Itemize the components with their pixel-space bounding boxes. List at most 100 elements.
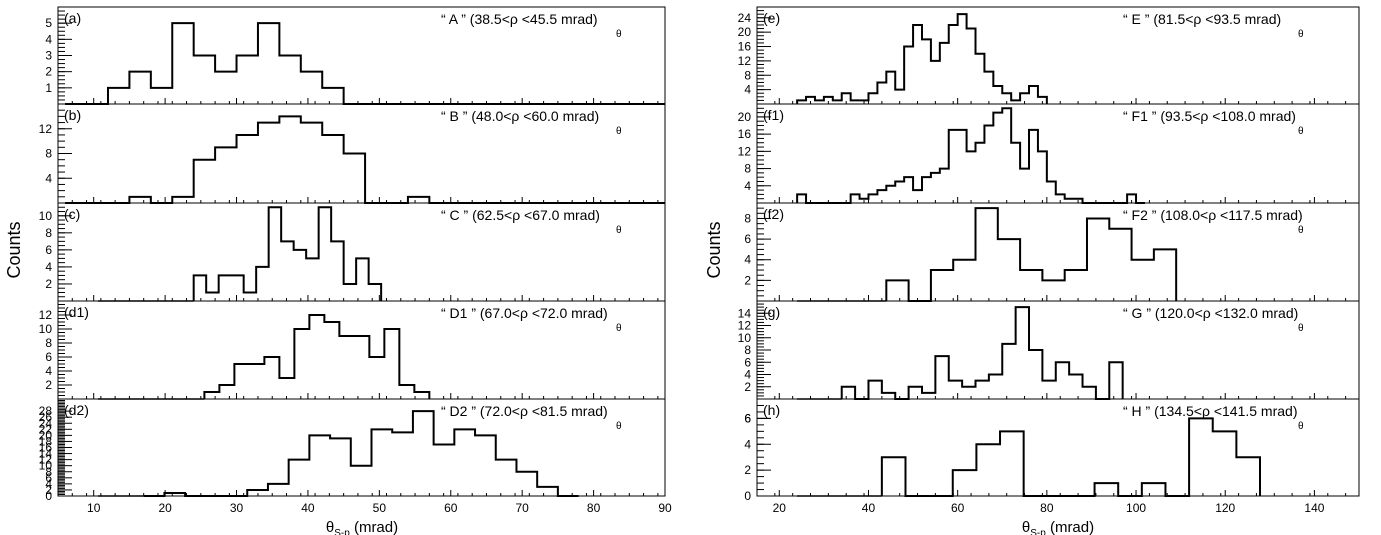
y-tick-label: 6 (45, 350, 52, 364)
y-axis: 4 8 12 16 20 (738, 103, 771, 204)
y-tick-label: 8 (45, 465, 52, 479)
x-tick-label: 20 (773, 501, 787, 515)
y-tick-label: 8 (744, 343, 751, 357)
panel-label-subscript: θ (616, 323, 622, 334)
y-tick-label: 2 (744, 273, 751, 287)
y-tick-label: 16 (738, 40, 752, 54)
panel-label-subscript: θ (1298, 29, 1304, 40)
x-tick-label: 90 (658, 501, 672, 515)
x-axis (756, 490, 1347, 496)
y-tick-label: 12 (39, 122, 53, 136)
panel-label: “ C ” (62.5<ρ <67.0 mrad) (441, 207, 600, 223)
y-tick-label: 8 (45, 147, 52, 161)
y-tick-label: 24 (738, 11, 752, 25)
histogram-series (143, 410, 579, 497)
y-tick-label: 16 (39, 441, 53, 455)
panel-f1: 4 8 12 16 20 (f1) “ F1 ” (93.5<ρ <108.0 mrad)θ (738, 103, 1360, 204)
panel-b: 4 8 12 (b) “ B ” (48.0<ρ <60.0 mrad) θ (39, 103, 666, 204)
x-axis (756, 98, 1347, 104)
histogram-series (796, 107, 1145, 204)
y-tick-label: 6 (744, 232, 751, 246)
panel-label: “ D2 ” (72.0<ρ <81.5 mrad) (441, 403, 608, 419)
panel-tag: (b) (64, 107, 81, 123)
panel-tag: (a) (64, 10, 81, 26)
panel-tag: (e) (763, 10, 780, 26)
y-axis-title: Counts (4, 221, 24, 278)
x-tick-label: 120 (1215, 501, 1235, 515)
panel-label-subscript: θ (1298, 126, 1304, 137)
x-tick-label: 100 (1126, 501, 1146, 515)
x-tick-label: 30 (230, 501, 244, 515)
y-tick-label: 22 (39, 422, 53, 436)
y-tick-label: 16 (738, 127, 752, 141)
x-tick-labels: 10 20 30 40 50 60 70 80 90 (87, 501, 672, 515)
x-tick-label: 70 (515, 501, 529, 515)
panel-a: 1 2 3 4 5 (a) “ A ” (38.5<ρ <45.5 mrad) θ (45, 6, 666, 105)
x-axis (756, 295, 1347, 301)
x-axis (756, 393, 1347, 399)
panel-label-subscript: θ (1298, 323, 1304, 334)
y-tick-label: 2 (45, 483, 52, 497)
histogram-series (796, 13, 1048, 104)
x-tick-label: 140 (1304, 501, 1324, 515)
y-tick-label: 2 (45, 378, 52, 392)
y-tick-label: 4 (45, 260, 52, 274)
x-tick-label: 40 (301, 501, 315, 515)
y-tick-label: 4 (744, 437, 751, 451)
x-tick-label: 10 (87, 501, 101, 515)
panel-label: “ G ” (120.0<ρ <132.0 mrad) (1123, 305, 1298, 321)
y-tick-label: 3 (45, 49, 52, 63)
y-tick-label: 8 (744, 162, 751, 176)
x-tick-label: 80 (1040, 501, 1054, 515)
panel-tag: (f2) (763, 206, 784, 222)
panel-label-subscript: θ (1298, 421, 1304, 432)
x-axis (57, 295, 666, 301)
y-tick-label: 8 (45, 226, 52, 240)
y-tick-label: 18 (39, 434, 53, 448)
panel-tag: (f1) (763, 107, 784, 123)
panel-label-subscript: θ (616, 421, 622, 432)
panel-label-subscript: θ (616, 29, 622, 40)
y-tick-label: 6 (744, 411, 751, 425)
x-axis-title: θS-p (mrad) (326, 519, 398, 535)
panel-label: “ B ” (48.0<ρ <60.0 mrad) (441, 108, 599, 124)
y-tick-label: 0 (744, 489, 751, 503)
y-tick-label: 14 (39, 447, 53, 461)
panel-c: 2 4 6 8 10 (c) “ C ” (62.5<ρ <67.0 mrad) θ (39, 202, 666, 302)
panel-tag: (d1) (64, 304, 89, 320)
y-tick-label: 26 (39, 410, 53, 424)
y-tick-label: 10 (39, 322, 53, 336)
y-tick-label: 4 (45, 364, 52, 378)
y-tick-label: 6 (45, 243, 52, 257)
panel-label-subscript: θ (1298, 225, 1304, 236)
y-axis: 1 2 3 4 5 (45, 6, 72, 105)
x-tick-label: 60 (951, 501, 965, 515)
x-tick-label: 20 (158, 501, 172, 515)
y-tick-label: 1 (45, 81, 52, 95)
y-tick-label: 20 (738, 110, 752, 124)
panel-tag: (c) (64, 206, 80, 222)
x-tick-label: 60 (444, 501, 458, 515)
y-tick-label: 24 (39, 416, 53, 430)
y-tick-label: 12 (738, 319, 752, 333)
panel-label: “ F2 ” (108.0<ρ <117.5 mrad) (1123, 207, 1303, 223)
histogram-series (885, 207, 1178, 302)
y-tick-label: 28 (39, 404, 53, 418)
histogram-series (840, 306, 1124, 400)
panel-label: “ F1 ” (93.5<ρ <108.0 mrad) (1123, 108, 1296, 124)
y-tick-label: 8 (744, 211, 751, 225)
x-axis-title: θS-p (mrad) (1022, 519, 1094, 535)
y-tick-label: 2 (45, 65, 52, 79)
y-tick-label: 12 (738, 54, 752, 68)
